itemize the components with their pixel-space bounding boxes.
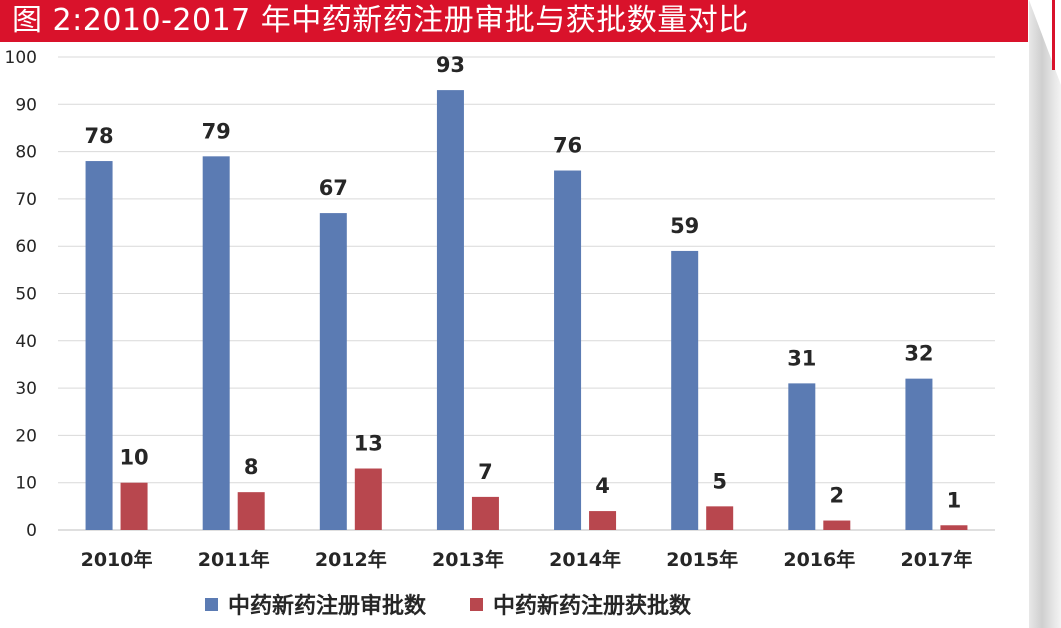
bar-series-1 <box>202 156 230 530</box>
y-tick-label: 20 <box>15 426 37 446</box>
legend-item-series-2: 中药新药注册获批数 <box>470 588 691 620</box>
x-tick-label: 2012年 <box>315 548 387 571</box>
bar-series-1 <box>85 161 113 530</box>
bar-series-1 <box>671 250 699 530</box>
data-label-series-1: 93 <box>436 53 465 77</box>
bar-series-2 <box>706 506 734 530</box>
bar-series-2 <box>120 482 148 530</box>
bar-series-2 <box>823 520 851 530</box>
legend-item-series-1: 中药新药注册审批数 <box>205 588 426 620</box>
chart-title: 图 2:2010-2017 年中药新药注册审批与获批数量对比 <box>12 3 749 38</box>
bar-series-1 <box>554 170 582 530</box>
data-label-series-1: 79 <box>202 119 231 143</box>
bar-series-2 <box>589 511 617 530</box>
data-label-series-1: 59 <box>670 214 699 238</box>
x-tick-label: 2017年 <box>900 548 972 571</box>
data-label-series-1: 32 <box>904 342 933 366</box>
bar-chart: 0 10 20 30 40 50 60 70 80 90 100 78 10 2010年 79 8 2011年 6… <box>5 48 995 571</box>
x-tick-label: 2014年 <box>549 548 621 571</box>
y-tick-label: 80 <box>15 143 37 163</box>
x-tick-label: 2011年 <box>198 548 270 571</box>
bar-series-2 <box>471 496 499 530</box>
y-tick-label: 40 <box>15 332 37 352</box>
legend-swatch-series-1 <box>205 597 218 611</box>
x-tick-label: 2010年 <box>81 548 153 571</box>
legend-label-series-2: 中药新药注册获批数 <box>493 594 692 619</box>
bar-series-2 <box>237 492 265 530</box>
legend-swatch-series-2 <box>470 597 484 611</box>
x-tick-label: 2016年 <box>783 548 855 571</box>
x-tick-label: 2015年 <box>666 548 738 571</box>
data-label-series-1: 67 <box>319 176 348 200</box>
data-label-series-2: 8 <box>244 455 259 479</box>
data-label-series-2: 1 <box>947 488 962 512</box>
page-edge-accent <box>1052 0 1055 70</box>
bar-series-1 <box>319 213 347 530</box>
data-label-series-1: 31 <box>787 346 816 370</box>
y-tick-label: 90 <box>15 95 37 115</box>
data-label-series-2: 2 <box>830 484 845 508</box>
data-label-series-2: 13 <box>354 432 383 456</box>
y-tick-label: 60 <box>15 237 37 257</box>
y-tick-label: 70 <box>15 190 37 210</box>
page-edge <box>1029 0 1061 628</box>
bar-series-2 <box>940 525 968 530</box>
page-corner <box>1029 0 1061 85</box>
data-label-series-2: 7 <box>478 460 493 484</box>
bar-series-2 <box>354 468 382 530</box>
legend-label-series-1: 中药新药注册审批数 <box>228 594 427 619</box>
legend: 中药新药注册审批数 中药新药注册获批数 <box>205 588 691 620</box>
data-label-series-1: 76 <box>553 134 582 158</box>
y-tick-label: 30 <box>15 379 37 399</box>
y-tick-label: 50 <box>15 285 37 305</box>
data-label-series-2: 4 <box>595 474 610 498</box>
bar-series-1 <box>436 90 464 531</box>
data-label-series-2: 5 <box>712 469 727 493</box>
data-label-series-2: 10 <box>119 446 148 470</box>
data-label-series-1: 78 <box>84 124 113 148</box>
y-tick-label: 100 <box>5 48 37 68</box>
y-tick-label: 0 <box>26 521 37 541</box>
x-tick-label: 2013年 <box>432 548 504 571</box>
bar-series-1 <box>905 378 933 530</box>
bar-series-1 <box>788 383 816 530</box>
y-tick-label: 10 <box>15 474 37 494</box>
title-bar: 图 2:2010-2017 年中药新药注册审批与获批数量对比 <box>0 0 1028 42</box>
